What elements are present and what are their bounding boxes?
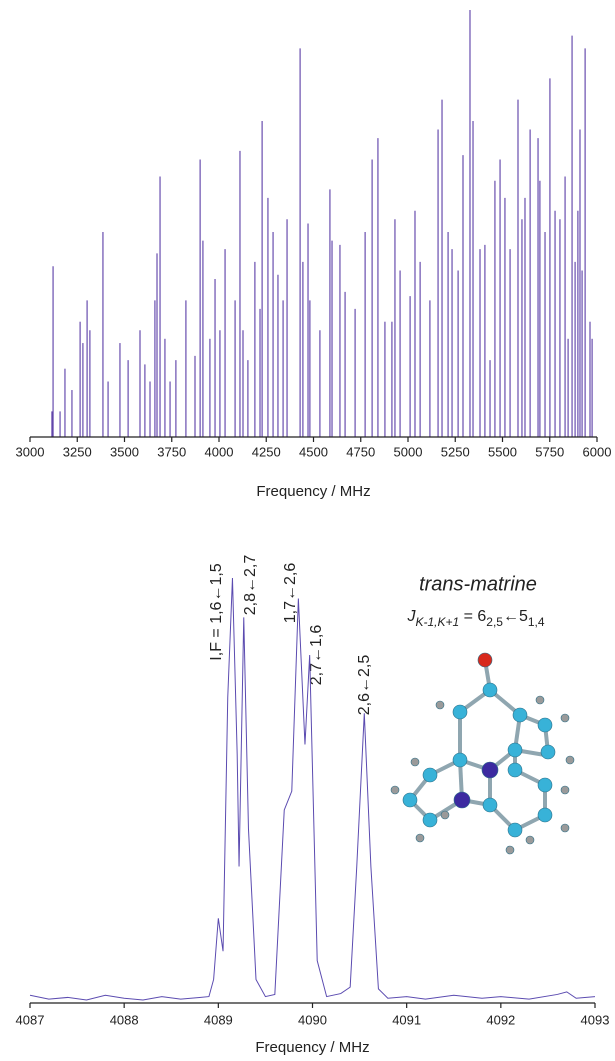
x-tick-label: 3250	[63, 444, 92, 459]
label-part: K-1,K+1	[415, 615, 459, 629]
x-tick-label: 4089	[204, 1012, 233, 1027]
x-tick-label: 4087	[16, 1012, 45, 1027]
x-axis-label: Frequency / MHz	[256, 483, 370, 500]
x-tick-label: 4092	[486, 1012, 515, 1027]
x-tick-label: 3000	[16, 444, 45, 459]
x-tick-label: 5000	[394, 444, 423, 459]
x-axis-label: Frequency / MHz	[255, 1039, 369, 1056]
x-tick-label: 4093	[581, 1012, 610, 1027]
x-tick-label: 4091	[392, 1012, 421, 1027]
peak-annotation: I,F = 1,6←1,5	[208, 563, 225, 660]
peak-annotation: 2,6←2,5	[356, 655, 373, 716]
label-part: 2,5	[486, 615, 503, 629]
peak-annotation: 1,7←2,6	[282, 563, 299, 624]
molecule-name: trans-matrine	[419, 573, 537, 595]
peak-annotation: 2,8←2,7	[242, 555, 259, 616]
x-tick-label: 4750	[346, 444, 375, 459]
x-tick-label: 5250	[441, 444, 470, 459]
x-tick-label: 4090	[298, 1012, 327, 1027]
peak-annotation: 2,7←1,6	[308, 625, 325, 686]
label-part: ←5	[503, 608, 528, 625]
x-tick-label: 4088	[110, 1012, 139, 1027]
figure: I,F = 1,6←1,5 2,8←2,7 1,7←2,6 2,7←1,6 2,…	[0, 0, 615, 1061]
x-tick-label: 4500	[299, 444, 328, 459]
chart: 3000 3250 3500 3750 4000 4250 4500 4750 5000 5250…	[16, 10, 612, 500]
x-tick-label: 6000	[583, 444, 612, 459]
transition-label: JK-1,K+1 = 62,5←51,4	[406, 608, 544, 629]
molecule	[410, 660, 548, 830]
x-tick-label: 4250	[252, 444, 281, 459]
x-tick-label: 4000	[205, 444, 234, 459]
atoms	[391, 653, 574, 854]
label-part: = 6	[459, 608, 486, 625]
x-tick-label: 5750	[535, 444, 564, 459]
x-tick-label: 3750	[157, 444, 186, 459]
x-tick-label: 5500	[488, 444, 517, 459]
x-tick-label: 3500	[110, 444, 139, 459]
label-part: 1,4	[528, 615, 545, 629]
